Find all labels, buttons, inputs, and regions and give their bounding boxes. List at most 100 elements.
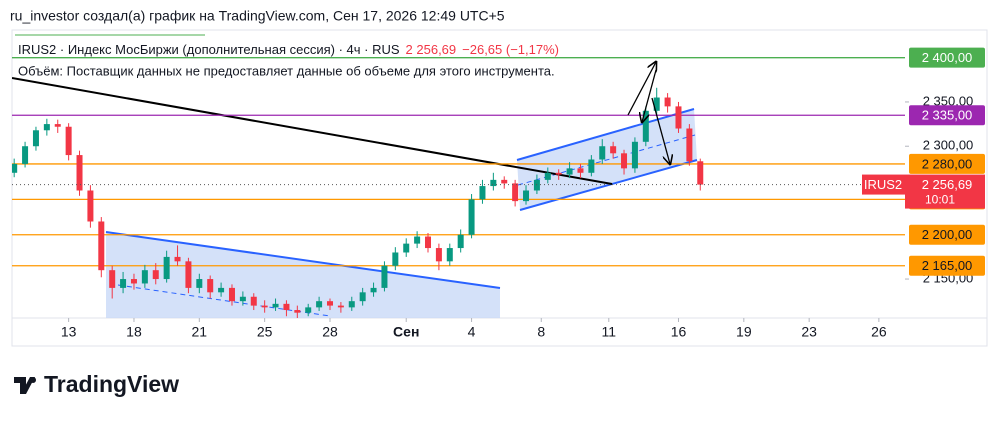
price-line-label: 2 280,00 [922, 156, 973, 171]
candle-body [490, 179, 497, 187]
candle-body [316, 301, 323, 308]
price-line-tag [909, 47, 985, 68]
candle-body [228, 287, 235, 302]
chart-frame [11, 29, 988, 347]
plot [12, 57, 905, 318]
x-tick-label: 23 [801, 324, 817, 340]
candle-body [261, 305, 268, 308]
candle-body [43, 124, 50, 131]
x-tick-label: 19 [736, 324, 752, 340]
countdown: 10:01 [925, 193, 955, 207]
candle-body [414, 236, 421, 244]
candle-body [381, 265, 388, 288]
arrow [642, 69, 657, 122]
x-tick-label: 11 [602, 324, 617, 340]
candle-body [239, 296, 246, 302]
candle-body [425, 236, 432, 249]
candle-body [218, 287, 225, 293]
price-line-label: 2 200,00 [922, 227, 973, 242]
price-line-tag [909, 105, 985, 126]
candle-body [544, 172, 551, 180]
candle-body [501, 179, 508, 184]
candle-body [174, 256, 181, 262]
candle-body [468, 199, 475, 235]
candle-body [686, 128, 693, 162]
candle-body [392, 252, 399, 266]
x-tick-label: 25 [257, 324, 273, 340]
candle-body [141, 270, 148, 284]
x-tick-label: 21 [192, 324, 208, 340]
candle-body [610, 146, 617, 154]
price-line-label: 2 165,00 [922, 258, 973, 273]
volume-note: Объём: Поставщик данных не предоставляет… [18, 63, 555, 78]
y-tick-label: 2 300,00 [923, 138, 974, 153]
candle-body [512, 183, 519, 202]
candle-body [207, 279, 214, 293]
candle-body [163, 256, 170, 280]
candle-body [642, 110, 649, 142]
legend-change: −26,65 (−1,17%) [462, 42, 559, 57]
logo-mark [14, 377, 35, 394]
x-tick-label: 16 [671, 324, 687, 340]
price-line-tag [909, 224, 985, 245]
candle-body [283, 303, 290, 311]
candle-body [370, 287, 377, 293]
header-title: ru_investor создал(а) график на TradingV… [10, 8, 505, 24]
x-tick-label: 8 [537, 324, 545, 340]
candle-body [272, 303, 279, 308]
candle-body [621, 153, 628, 169]
price-line-tag [909, 153, 985, 174]
price-line-tag [909, 255, 985, 276]
candle-body [446, 248, 453, 262]
candle-body [87, 190, 94, 222]
last-price-label: 2 256,69 [922, 177, 973, 192]
arrow [651, 97, 670, 164]
candle-body [152, 270, 159, 280]
candle-body [109, 270, 116, 288]
symbol-line: IRUS2 · Индекс МосБиржи (дополнительная … [18, 42, 559, 57]
candle-body [675, 106, 682, 129]
symbol-desc: IRUS2 · Индекс МосБиржи (дополнительная … [18, 42, 400, 57]
candle-body [250, 296, 257, 306]
candle-body [185, 261, 192, 288]
drawings [15, 34, 670, 164]
candle-body [359, 292, 366, 302]
candle-body [98, 221, 105, 271]
y-tick-label: 2 350,00 [923, 93, 974, 108]
price-line-label: 2 400,00 [922, 50, 973, 65]
candle-body [533, 179, 540, 191]
candle-body [54, 124, 61, 127]
x-tick-label: 4 [468, 324, 476, 340]
candle-body [22, 146, 29, 164]
x-tick-label: 28 [322, 324, 338, 340]
candle-body [32, 130, 39, 147]
channel-top [516, 108, 695, 161]
logo-dot [30, 377, 36, 383]
candle-body [555, 172, 562, 175]
candle-body [305, 307, 312, 313]
candle-body [653, 97, 660, 111]
candle-body [130, 279, 137, 284]
candle-body [326, 301, 333, 306]
x-tick-label: 26 [871, 324, 887, 340]
candle-body [337, 305, 344, 308]
candle-body [348, 301, 355, 308]
symbol-tag-label: IRUS2 [864, 177, 902, 192]
candle-body [599, 146, 606, 160]
price-line-label: 2 335,00 [922, 108, 973, 123]
candle-body [566, 168, 573, 175]
candle-body [664, 97, 671, 107]
candle-body [196, 279, 203, 288]
logo: TradingView [14, 371, 179, 397]
last-price-tag [905, 174, 985, 209]
x-tick-label: 18 [126, 324, 142, 340]
candle-body [65, 126, 72, 156]
candle-body [523, 190, 530, 202]
brand: TradingView [44, 371, 179, 397]
candle-body [457, 234, 464, 249]
candle-body [120, 279, 127, 288]
candle-body [403, 243, 410, 253]
candle-body [577, 168, 584, 173]
candle-body [631, 141, 638, 169]
